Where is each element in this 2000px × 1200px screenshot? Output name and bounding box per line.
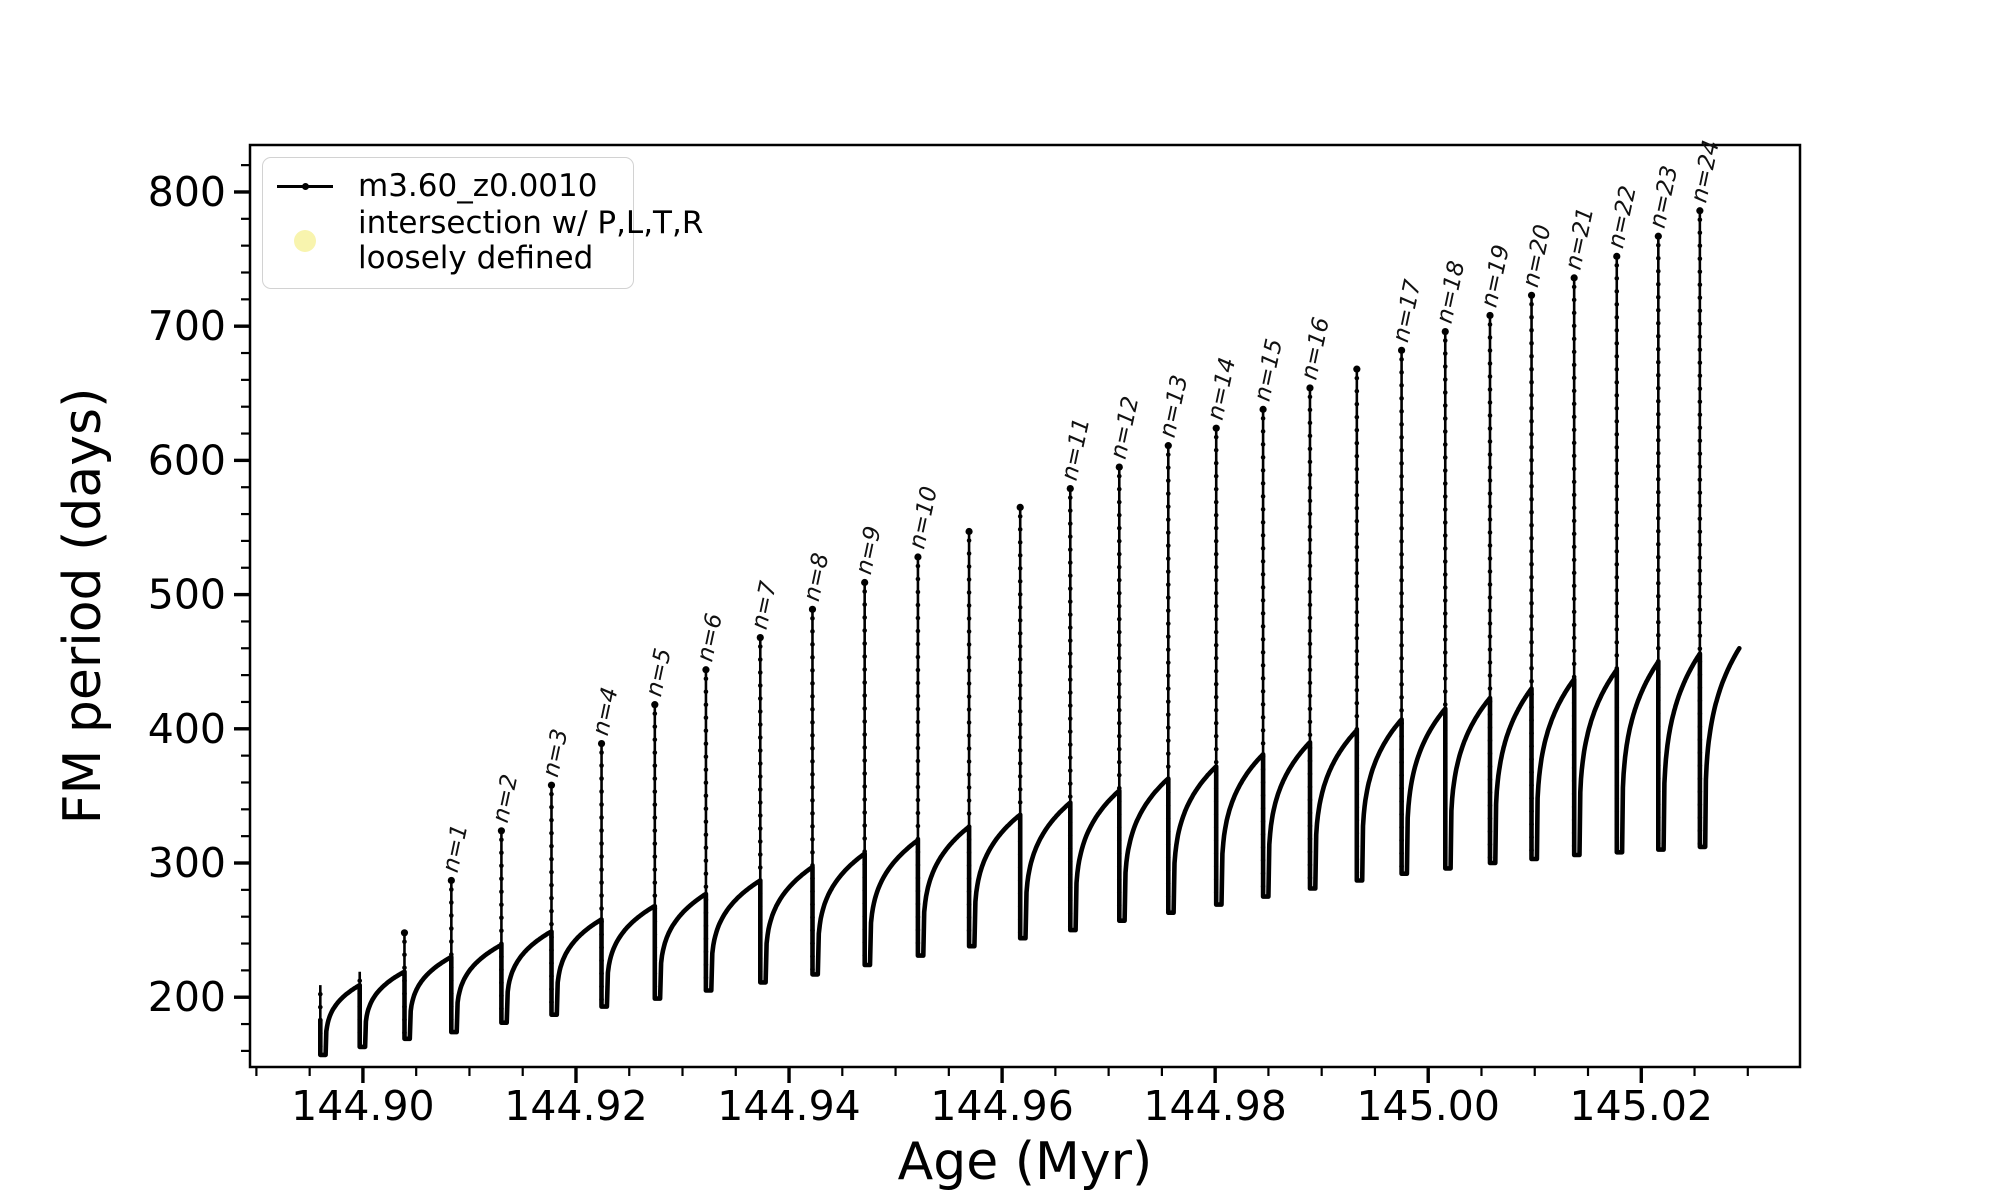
pulse-label-n6: n=6 xyxy=(692,611,728,664)
pulse-label-n11: n=11 xyxy=(1057,416,1096,483)
axes-spines xyxy=(248,143,1802,1069)
series-line-m3.60_z0.0010 xyxy=(318,646,1742,1058)
series xyxy=(318,646,1742,1058)
legend-intersection-label: intersection w/ P,L,T,R loosely defined xyxy=(358,205,704,277)
x-tick-label: 145.00 xyxy=(1356,1082,1499,1130)
pulse-label-n13: n=13 xyxy=(1155,373,1194,440)
pulse-label-n18: n=18 xyxy=(1432,259,1471,326)
y-axis-title: FM period (days) xyxy=(53,388,113,825)
x-tick-label: 144.92 xyxy=(504,1082,647,1130)
x-tick-label: 144.90 xyxy=(291,1082,434,1130)
x-tick-label: 144.98 xyxy=(1143,1082,1286,1130)
pulse-label-n16: n=16 xyxy=(1296,315,1335,382)
y-tick-label: 200 xyxy=(148,973,226,1021)
y-tick-label: 500 xyxy=(148,571,226,619)
legend-entry-intersection: intersection w/ P,L,T,R loosely defined xyxy=(276,205,703,276)
x-axis: 144.90 144.92 144.94 144.96 144.98 145.00 145.… xyxy=(255,1067,1749,1192)
x-tick-label: 145.02 xyxy=(1570,1082,1713,1130)
y-tick-label: 300 xyxy=(148,839,226,887)
pulse-label-n23: n=23 xyxy=(1645,163,1684,230)
legend-entry-series: m3.60_z0.0010 xyxy=(276,168,619,204)
pulse-label-n5: n=5 xyxy=(641,646,677,699)
x-tick-label: 144.94 xyxy=(717,1082,860,1130)
pulse-label-n8: n=8 xyxy=(799,551,835,604)
y-tick-label: 800 xyxy=(148,168,226,216)
pulse-label-n3: n=3 xyxy=(538,727,574,780)
y-tick-label: 600 xyxy=(148,436,226,484)
pulse-label-n21: n=21 xyxy=(1561,205,1600,272)
y-tick-label: 400 xyxy=(148,705,226,753)
pulse-label-n17: n=17 xyxy=(1388,277,1427,345)
legend-series-label: m3.60_z0.0010 xyxy=(358,168,598,204)
legend-intersection-label-line1: intersection w/ P,L,T,R xyxy=(358,205,704,242)
pulse-spikes xyxy=(318,207,1704,1055)
pulse-label-n24: n=24 xyxy=(1686,138,1725,205)
pulse-label-n12: n=12 xyxy=(1106,394,1145,461)
y-axis: 200 300 400 500 600 700 800 FM period (days) xyxy=(53,164,250,1052)
line-dot-marker-icon xyxy=(276,183,334,190)
x-axis-title: Age (Myr) xyxy=(898,1132,1153,1192)
pulse-label-n19: n=19 xyxy=(1476,243,1515,310)
pulse-label-n4: n=4 xyxy=(588,685,624,738)
legend-intersection-label-line2: loosely defined xyxy=(358,240,594,277)
pulse-label-n15: n=15 xyxy=(1250,336,1289,403)
pulse-label-n20: n=20 xyxy=(1518,222,1557,289)
legend: m3.60_z0.0010 intersection w/ P,L,T,R lo… xyxy=(262,157,703,290)
y-tick-label: 700 xyxy=(148,302,226,350)
x-tick-label: 144.96 xyxy=(930,1082,1073,1130)
pulse-label-n7: n=7 xyxy=(747,579,783,632)
pulse-label-n2: n=2 xyxy=(488,772,524,825)
pulse-label-n10: n=10 xyxy=(904,484,943,551)
pulse-label-n14: n=14 xyxy=(1203,355,1242,422)
intersection-marker-icon xyxy=(276,230,334,253)
pulse-label-n1: n=1 xyxy=(438,822,474,875)
pulse-label-n22: n=22 xyxy=(1603,183,1642,250)
pulse-label-n9: n=9 xyxy=(851,524,887,577)
